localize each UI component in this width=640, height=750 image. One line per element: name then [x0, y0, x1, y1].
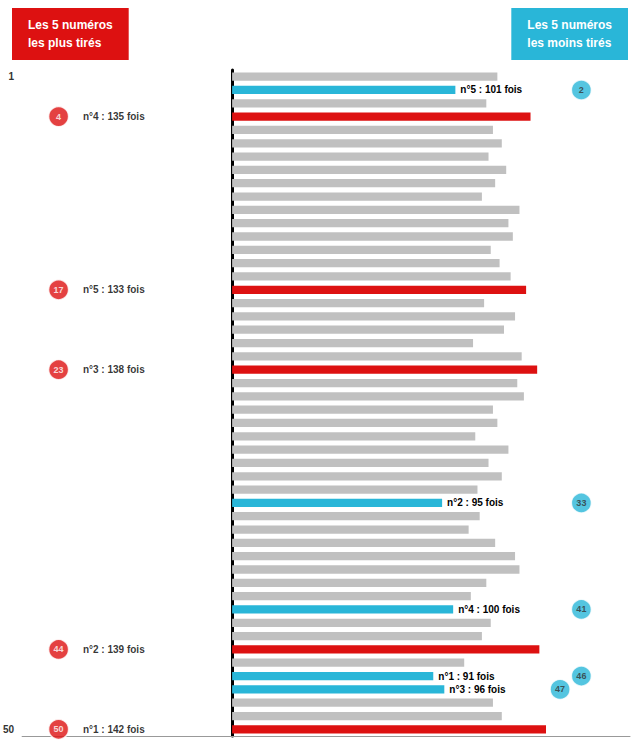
svg-text:2: 2 [579, 85, 584, 95]
svg-text:n°1 : 142 fois: n°1 : 142 fois [83, 724, 145, 735]
svg-text:n°3 : 138 fois: n°3 : 138 fois [83, 364, 145, 375]
svg-text:1: 1 [9, 71, 15, 82]
svg-text:les plus tirés: les plus tirés [28, 36, 102, 50]
svg-text:47: 47 [555, 684, 565, 694]
svg-text:n°5 : 133 fois: n°5 : 133 fois [83, 284, 145, 295]
svg-text:Les 5 numéros: Les 5 numéros [28, 18, 113, 32]
svg-text:n°1 : 91 fois: n°1 : 91 fois [438, 671, 495, 682]
svg-text:les moins tirés: les moins tirés [527, 36, 611, 50]
svg-text:n°2 : 139 fois: n°2 : 139 fois [83, 644, 145, 655]
svg-text:41: 41 [576, 604, 586, 614]
svg-text:n°5 : 101 fois: n°5 : 101 fois [460, 84, 522, 95]
svg-text:n°3 : 96 fois: n°3 : 96 fois [449, 684, 506, 695]
svg-text:Les 5 numéros: Les 5 numéros [527, 18, 612, 32]
svg-text:46: 46 [576, 671, 586, 681]
svg-text:50: 50 [54, 724, 64, 734]
svg-text:33: 33 [576, 498, 586, 508]
svg-text:n°4 : 100 fois: n°4 : 100 fois [458, 604, 520, 615]
svg-text:4: 4 [56, 112, 61, 122]
svg-text:50: 50 [3, 724, 15, 735]
svg-text:23: 23 [54, 365, 64, 375]
svg-text:n°4 : 135 fois: n°4 : 135 fois [83, 111, 145, 122]
svg-text:n°2 : 95 fois: n°2 : 95 fois [447, 497, 504, 508]
svg-text:17: 17 [54, 285, 64, 295]
svg-text:44: 44 [54, 644, 64, 654]
